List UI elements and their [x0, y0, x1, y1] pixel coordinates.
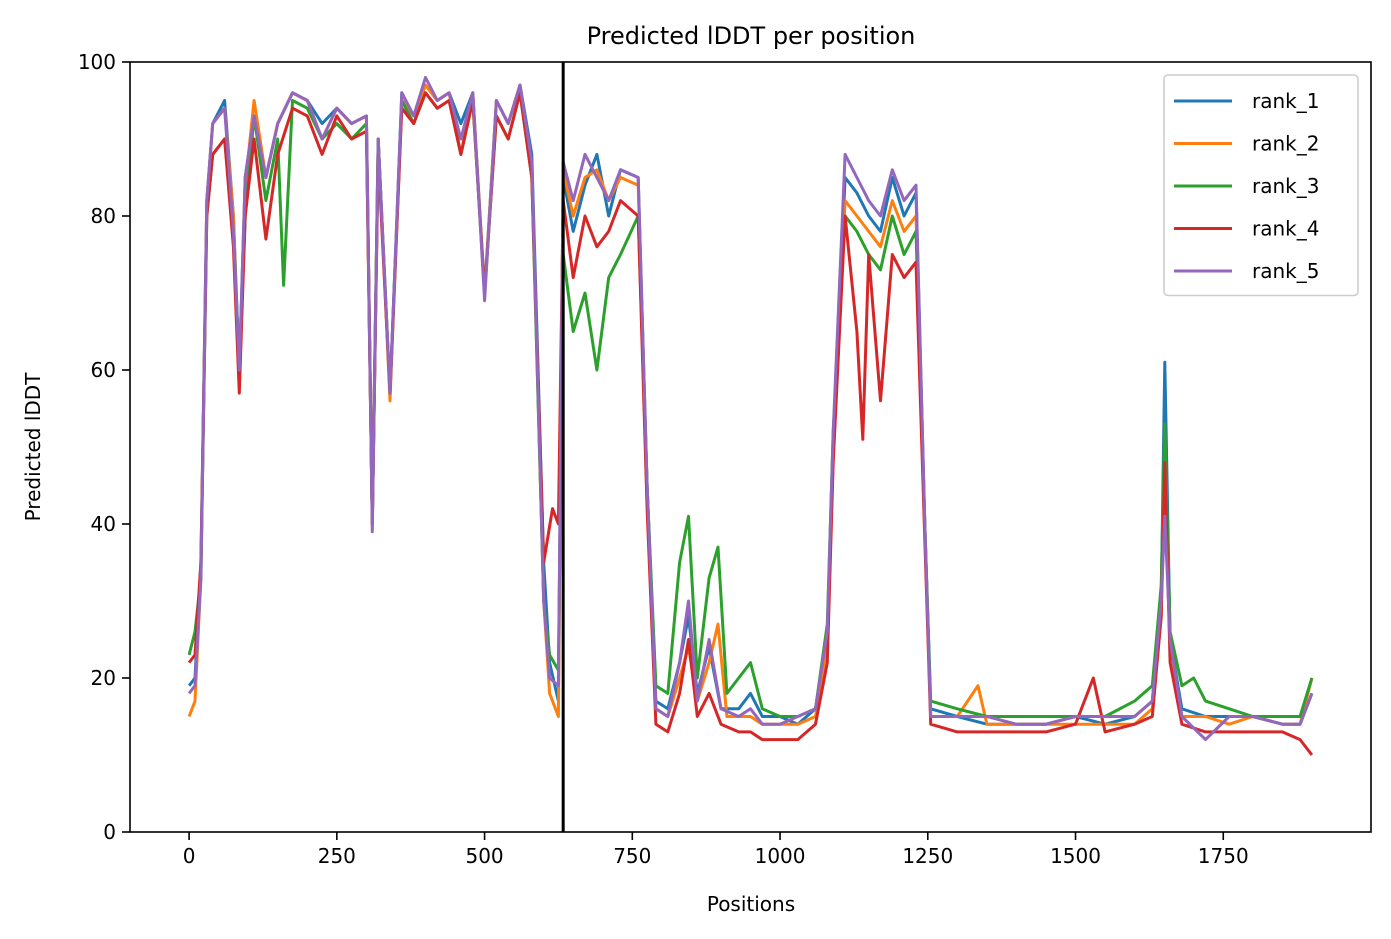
- x-tick-label: 500: [465, 844, 503, 868]
- y-tick-label: 60: [91, 358, 116, 382]
- x-tick-label: 0: [183, 844, 196, 868]
- legend-label-rank-4: rank_4: [1252, 217, 1319, 241]
- y-tick-label: 40: [91, 512, 116, 536]
- legend-label-rank-3: rank_3: [1252, 174, 1319, 198]
- x-tick-label: 1750: [1198, 844, 1249, 868]
- y-axis-title: Predicted lDDT: [21, 372, 45, 522]
- x-tick-label: 750: [613, 844, 651, 868]
- y-tick-label: 100: [78, 50, 116, 74]
- legend-label-rank-2: rank_2: [1252, 132, 1319, 156]
- legend-label-rank-1: rank_1: [1252, 89, 1319, 113]
- x-axis-title: Positions: [707, 892, 795, 916]
- x-tick-label: 250: [318, 844, 356, 868]
- y-tick-label: 0: [103, 820, 116, 844]
- plot-area: [129, 61, 1372, 833]
- legend-frame: [1163, 74, 1359, 297]
- x-tick-label: 1250: [902, 844, 953, 868]
- chart-title: Predicted lDDT per position: [587, 22, 916, 50]
- legend-label-rank-5: rank_5: [1252, 259, 1319, 283]
- plot-frame: [129, 61, 1372, 833]
- series-line-rank-1: [187, 83, 1314, 726]
- y-axis: 0 20 40 60 80 100: [78, 50, 130, 844]
- legend: rank_1 rank_2 rank_3 rank_4 rank_5: [1163, 74, 1359, 297]
- series-line-rank-3: [187, 91, 1314, 718]
- series-line-rank-2: [187, 83, 1314, 726]
- x-tick-label: 1000: [755, 844, 806, 868]
- y-tick-label: 20: [91, 666, 116, 690]
- y-tick-label: 80: [91, 204, 116, 228]
- x-axis: 0 250 500 750 1000 1250 1500 1750: [183, 832, 1249, 868]
- x-tick-label: 1500: [1050, 844, 1101, 868]
- series-line-rank-4: [187, 91, 1314, 756]
- series-line-rank-5: [187, 75, 1314, 742]
